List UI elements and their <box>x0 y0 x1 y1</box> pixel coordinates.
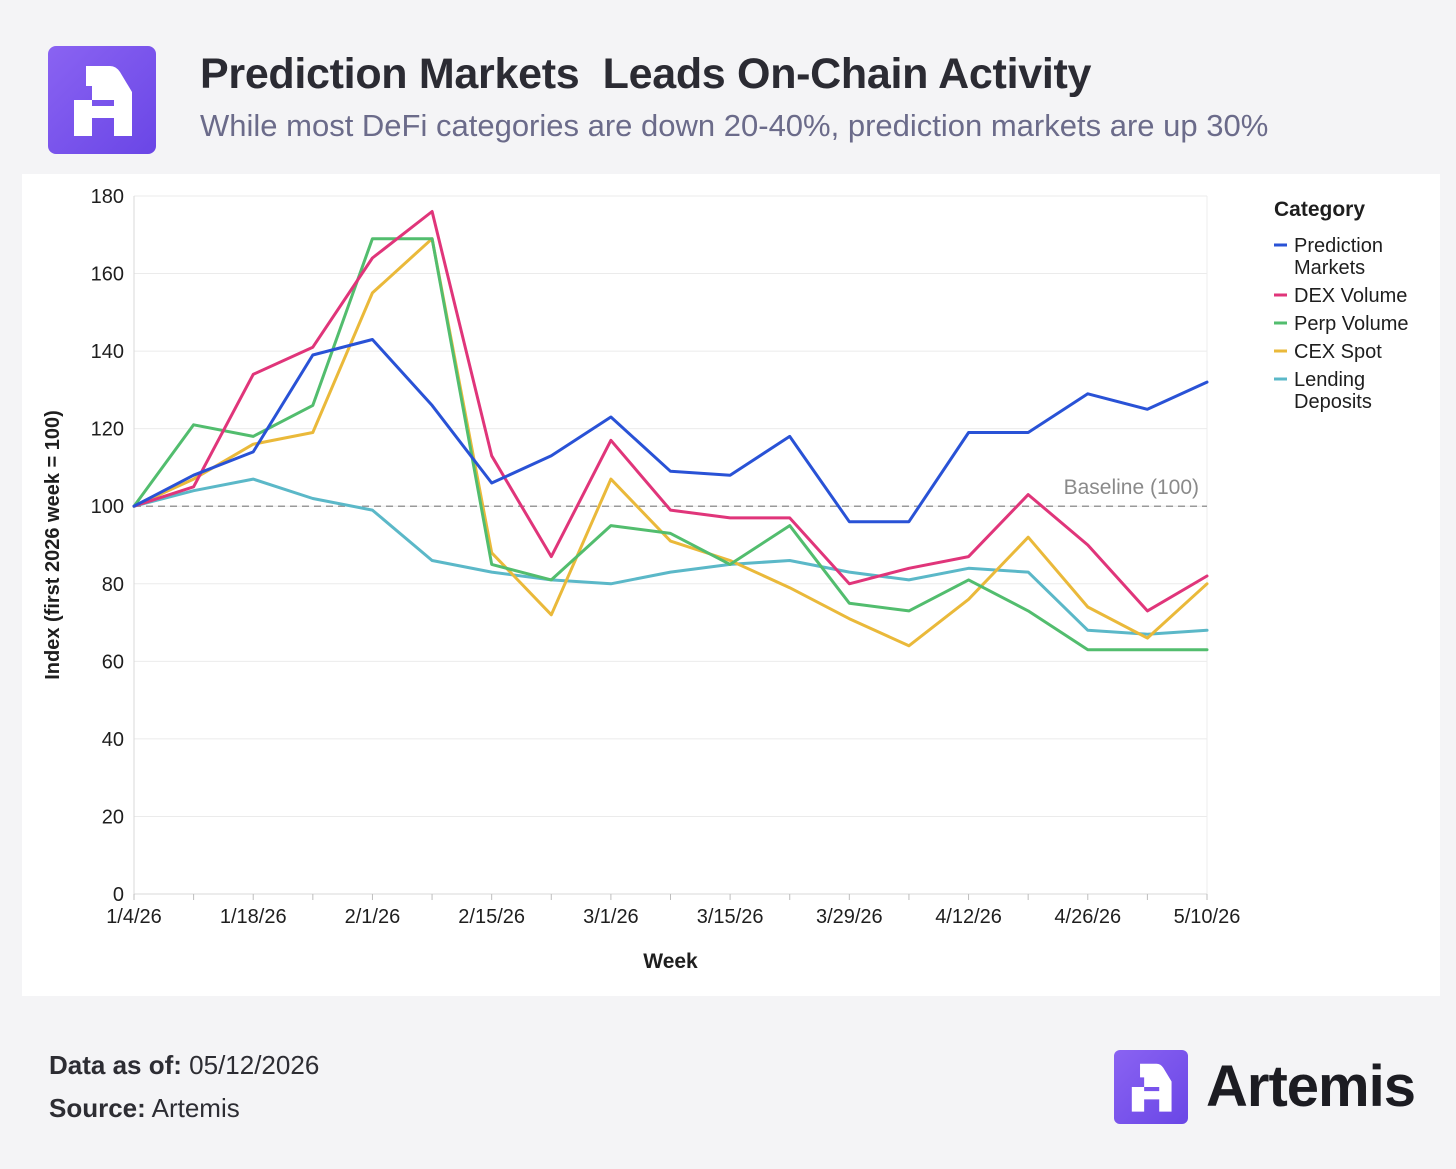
x-tick-label: 5/10/26 <box>1174 906 1241 928</box>
y-tick-label: 80 <box>102 574 124 596</box>
legend-label: Prediction Markets <box>1294 235 1383 279</box>
legend-label: DEX Volume <box>1294 285 1407 307</box>
y-tick-label: 0 <box>113 884 124 906</box>
page-subtitle: While most DeFi categories are down 20-4… <box>200 108 1269 143</box>
x-tick-label: 3/29/26 <box>816 906 883 928</box>
y-tick-label: 20 <box>102 806 124 828</box>
series-line-prediction-markets <box>132 338 1209 524</box>
x-axis-title: Week <box>643 950 698 973</box>
y-tick-label: 100 <box>91 496 124 518</box>
x-tick-label: 2/1/26 <box>345 906 401 928</box>
y-tick-label: 180 <box>91 186 124 208</box>
artemis-logo <box>48 46 156 154</box>
data-as-of: Data as of: 05/12/2026 <box>49 1050 319 1081</box>
brand-name: Artemis <box>1206 1054 1416 1119</box>
x-tick-label: 4/12/26 <box>935 906 1002 928</box>
x-tick-label: 3/15/26 <box>697 906 764 928</box>
brand-logo-icon <box>1131 1063 1172 1112</box>
legend-label: Perp Volume <box>1294 313 1409 335</box>
data-as-of-label: Data as of: <box>49 1050 182 1080</box>
baseline-label: Baseline (100) <box>1064 476 1199 499</box>
x-tick-label: 2/15/26 <box>458 906 525 928</box>
source: Source: Artemis <box>49 1093 240 1124</box>
legend-label: CEX Spot <box>1294 341 1382 363</box>
chart-panel: 0 20 40 60 80 100 120 140 160 180 1/4/26 1/18/26 2/1… <box>22 174 1440 996</box>
x-tick-label: 3/1/26 <box>583 906 639 928</box>
legend-label: Lending Deposits <box>1294 369 1372 413</box>
data-as-of-value: 05/12/2026 <box>181 1050 320 1080</box>
series-line-perp-volume <box>132 237 1209 652</box>
brand-logo <box>1114 1050 1188 1124</box>
x-tick-label: 4/26/26 <box>1054 906 1121 928</box>
y-tick-label: 40 <box>102 729 124 751</box>
source-label: Source: <box>49 1093 146 1123</box>
x-tick-label: 1/4/26 <box>106 906 162 928</box>
series-line-cex-spot <box>132 237 1209 648</box>
y-tick-label: 160 <box>91 264 124 286</box>
y-tick-label: 140 <box>91 341 124 363</box>
source-value: Artemis <box>145 1093 240 1123</box>
artemis-logo-icon <box>74 66 132 136</box>
line-chart: 0 20 40 60 80 100 120 140 160 180 1/4/26 1/18/26 2/1… <box>42 186 1409 973</box>
series-line-lending-deposits <box>132 477 1209 636</box>
series-line-dex-volume <box>132 210 1209 613</box>
legend-title: Category <box>1274 198 1365 221</box>
y-axis-title: Index (first 2026 week = 100) <box>42 410 64 680</box>
x-tick-label: 1/18/26 <box>220 906 287 928</box>
y-tick-label: 120 <box>91 419 124 441</box>
y-tick-label: 60 <box>102 651 124 673</box>
page-title: Prediction Markets Leads On-Chain Activi… <box>200 50 1092 98</box>
